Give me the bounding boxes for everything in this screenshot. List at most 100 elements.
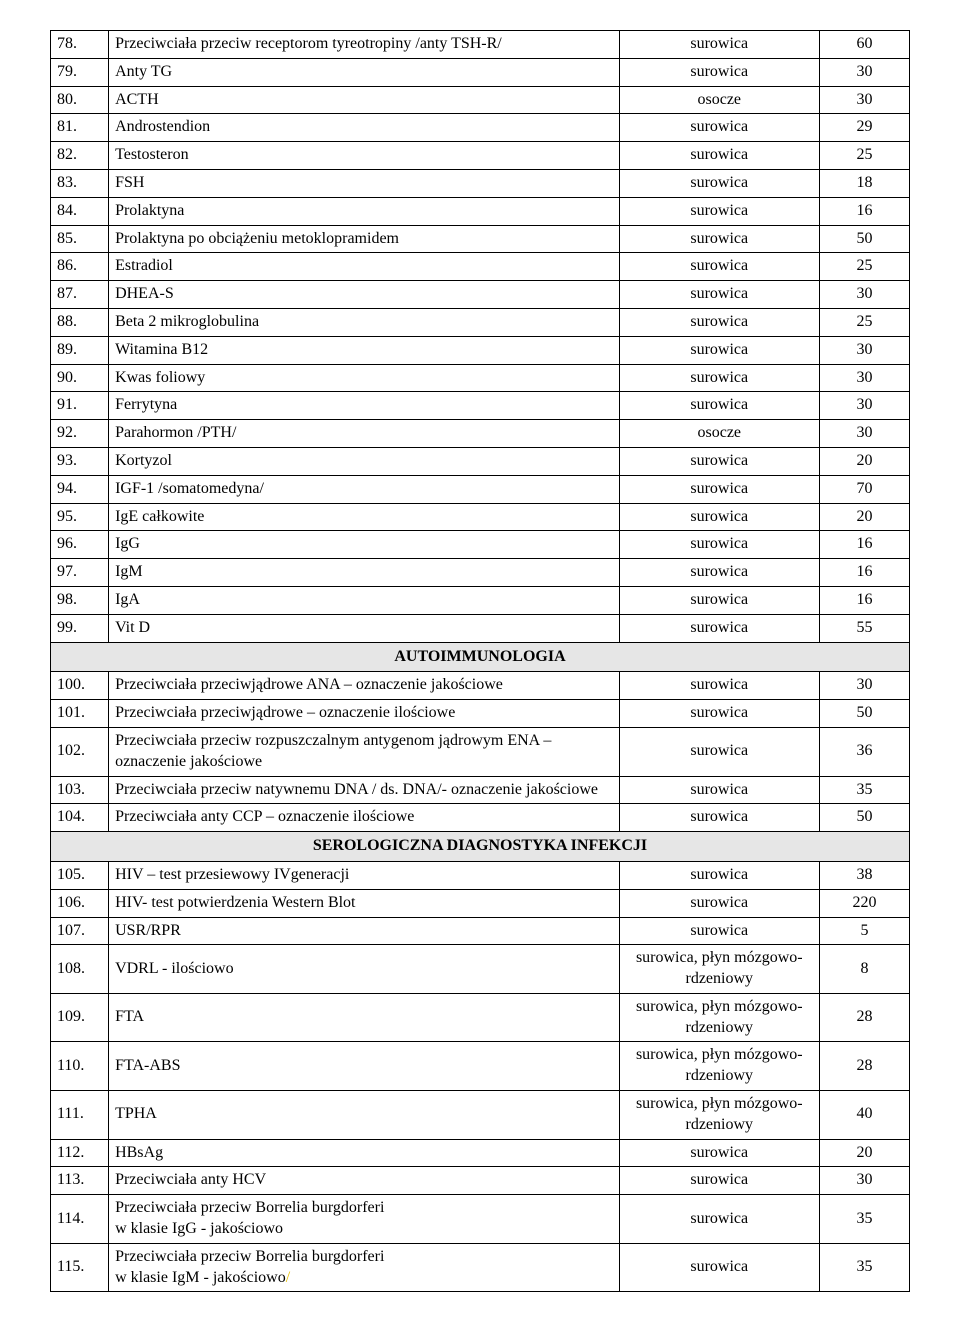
cell-value: 30	[819, 1167, 909, 1195]
cell-name: Przeciwciała przeciw natywnemu DNA / ds.…	[109, 776, 620, 804]
cell-num: 89.	[51, 336, 109, 364]
cell-num: 103.	[51, 776, 109, 804]
cell-value: 16	[819, 559, 909, 587]
cell-name: Prolaktyna po obciążeniu metoklopramidem	[109, 225, 620, 253]
table-row: 108.VDRL - ilościowosurowica, płyn mózgo…	[51, 945, 910, 994]
table-row: 89.Witamina B12surowica30	[51, 336, 910, 364]
cell-value: 20	[819, 503, 909, 531]
table-row: 96.IgGsurowica16	[51, 531, 910, 559]
cell-material: surowica	[619, 142, 819, 170]
cell-name: IGF-1 /somatomedyna/	[109, 475, 620, 503]
cell-num: 88.	[51, 308, 109, 336]
cell-value: 50	[819, 225, 909, 253]
cell-name: Parahormon /PTH/	[109, 420, 620, 448]
table-row: 104.Przeciwciała anty CCP – oznaczenie i…	[51, 804, 910, 832]
table-row: 79.Anty TGsurowica30	[51, 58, 910, 86]
document-page: 78.Przeciwciała przeciw receptorom tyreo…	[0, 0, 960, 1332]
cell-material: surowica	[619, 447, 819, 475]
cell-name: Prolaktyna	[109, 197, 620, 225]
cell-name: Kwas foliowy	[109, 364, 620, 392]
cell-value: 30	[819, 336, 909, 364]
table-row: 86.Estradiolsurowica25	[51, 253, 910, 281]
cell-num: 112.	[51, 1139, 109, 1167]
cell-name: Przeciwciała przeciw rozpuszczalnym anty…	[109, 727, 620, 776]
table-row: 106.HIV- test potwierdzenia Western Blot…	[51, 889, 910, 917]
cell-value: 16	[819, 531, 909, 559]
cell-value: 70	[819, 475, 909, 503]
cell-material: surowica	[619, 392, 819, 420]
cell-material: surowica	[619, 700, 819, 728]
table-row: 105.HIV – test przesiewowy IVgeneracjisu…	[51, 861, 910, 889]
table-row: 109.FTAsurowica, płyn mózgowo-rdzeniowy2…	[51, 993, 910, 1042]
table-row: 82.Testosteronsurowica25	[51, 142, 910, 170]
cell-num: 78.	[51, 31, 109, 59]
cell-num: 87.	[51, 281, 109, 309]
cell-value: 60	[819, 31, 909, 59]
cell-num: 109.	[51, 993, 109, 1042]
table-row: 107.USR/RPRsurowica5	[51, 917, 910, 945]
table-row: 81.Androstendionsurowica29	[51, 114, 910, 142]
table-row: 112.HBsAgsurowica20	[51, 1139, 910, 1167]
cell-material: surowica	[619, 253, 819, 281]
cell-name: USR/RPR	[109, 917, 620, 945]
cell-value: 30	[819, 672, 909, 700]
cell-name: HIV – test przesiewowy IVgeneracji	[109, 861, 620, 889]
cell-material: surowica	[619, 586, 819, 614]
cell-material: surowica	[619, 672, 819, 700]
cell-value: 55	[819, 614, 909, 642]
cell-material: surowica	[619, 364, 819, 392]
section-title: AUTOIMMUNOLOGIA	[51, 642, 910, 672]
cell-num: 97.	[51, 559, 109, 587]
cell-name: IgM	[109, 559, 620, 587]
cell-num: 95.	[51, 503, 109, 531]
cell-name: Przeciwciała przeciw receptorom tyreotro…	[109, 31, 620, 59]
cell-value: 8	[819, 945, 909, 994]
cell-name: FTA	[109, 993, 620, 1042]
cell-num: 105.	[51, 861, 109, 889]
table-row: 87.DHEA-Ssurowica30	[51, 281, 910, 309]
table-row: 95.IgE całkowitesurowica20	[51, 503, 910, 531]
cell-value: 20	[819, 447, 909, 475]
table-row: 94.IGF-1 /somatomedyna/surowica70	[51, 475, 910, 503]
cell-num: 85.	[51, 225, 109, 253]
table-row: 88.Beta 2 mikroglobulinasurowica25	[51, 308, 910, 336]
cell-name: Anty TG	[109, 58, 620, 86]
cell-name: Przeciwciała przeciwjądrowe ANA – oznacz…	[109, 672, 620, 700]
cell-num: 80.	[51, 86, 109, 114]
table-row: 99.Vit Dsurowica55	[51, 614, 910, 642]
cell-num: 104.	[51, 804, 109, 832]
cell-value: 36	[819, 727, 909, 776]
cell-material: surowica	[619, 58, 819, 86]
cell-num: 91.	[51, 392, 109, 420]
cell-value: 16	[819, 197, 909, 225]
cell-num: 101.	[51, 700, 109, 728]
cell-num: 86.	[51, 253, 109, 281]
trailing-slash: /	[286, 1269, 290, 1286]
cell-name: Vit D	[109, 614, 620, 642]
cell-name: HBsAg	[109, 1139, 620, 1167]
cell-name: TPHA	[109, 1091, 620, 1140]
table-row: 80.ACTHosocze30	[51, 86, 910, 114]
table-row: 92.Parahormon /PTH/osocze30	[51, 420, 910, 448]
cell-name: Przeciwciała anty CCP – oznaczenie ilośc…	[109, 804, 620, 832]
table-body: 78.Przeciwciała przeciw receptorom tyreo…	[51, 31, 910, 1292]
cell-name: DHEA-S	[109, 281, 620, 309]
cell-name: Przeciwciała anty HCV	[109, 1167, 620, 1195]
cell-material: surowica	[619, 169, 819, 197]
cell-material: surowica	[619, 1243, 819, 1292]
cell-value: 35	[819, 1243, 909, 1292]
cell-value: 35	[819, 1195, 909, 1244]
table-row: 100.Przeciwciała przeciwjądrowe ANA – oz…	[51, 672, 910, 700]
cell-name: Testosteron	[109, 142, 620, 170]
cell-material: surowica	[619, 225, 819, 253]
section-title: SEROLOGICZNA DIAGNOSTYKA INFEKCJI	[51, 832, 910, 862]
price-table: 78.Przeciwciała przeciw receptorom tyreo…	[50, 30, 910, 1292]
cell-material: surowica	[619, 614, 819, 642]
cell-value: 30	[819, 364, 909, 392]
cell-value: 20	[819, 1139, 909, 1167]
cell-value: 35	[819, 776, 909, 804]
table-row: 90.Kwas foliowysurowica30	[51, 364, 910, 392]
cell-material: surowica	[619, 197, 819, 225]
cell-value: 50	[819, 700, 909, 728]
cell-num: 99.	[51, 614, 109, 642]
